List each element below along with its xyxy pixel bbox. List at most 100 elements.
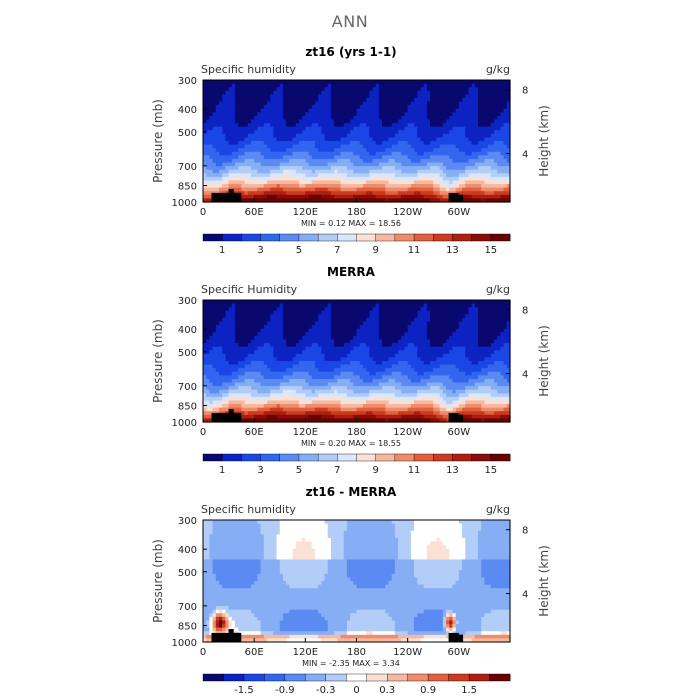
heatmap-cell — [353, 169, 358, 174]
heatmap-cell — [417, 130, 422, 135]
heatmap-cell — [212, 130, 217, 135]
heatmap-cell — [503, 307, 508, 312]
heatmap-cell — [474, 325, 479, 330]
heatmap-cell — [308, 137, 313, 142]
heatmap-cell — [321, 105, 326, 110]
heatmap-cell — [282, 151, 287, 156]
heatmap-cell — [430, 314, 434, 319]
heatmap-cell — [318, 148, 322, 153]
heatmap-cell — [350, 151, 354, 156]
heatmap-cell — [468, 314, 473, 319]
heatmap-cell — [369, 83, 374, 88]
heatmap-cell — [401, 115, 406, 121]
heatmap-cell — [478, 173, 482, 178]
heatmap-cell — [273, 166, 278, 171]
heatmap-cell — [462, 314, 466, 319]
heatmap-cell — [394, 339, 399, 344]
heatmap-cell — [330, 151, 335, 156]
heatmap-cell — [343, 148, 348, 153]
heatmap-cell — [263, 343, 268, 348]
heatmap-cell — [490, 187, 495, 192]
heatmap-cell — [375, 187, 380, 192]
heatmap-cell — [250, 80, 255, 85]
heatmap-cell — [414, 346, 418, 351]
heatmap-cell — [314, 310, 319, 315]
heatmap-cell — [314, 112, 319, 117]
heatmap-cell — [442, 350, 447, 355]
heatmap-cell — [494, 148, 498, 153]
heatmap-cell — [458, 321, 463, 326]
heatmap-cell — [490, 357, 495, 362]
heatmap-cell — [334, 108, 338, 113]
heatmap-cell — [391, 97, 396, 103]
heatmap-cell — [455, 137, 460, 142]
heatmap-cell — [244, 180, 249, 185]
heatmap-cell — [414, 335, 418, 341]
heatmap-cell — [506, 300, 511, 305]
heatmap-cell — [468, 87, 473, 92]
heatmap-cell — [343, 198, 348, 203]
heatmap-cell — [340, 148, 345, 153]
heatmap-cell — [417, 328, 422, 333]
heatmap-cell — [420, 194, 425, 200]
heatmap-cell — [314, 325, 319, 330]
heatmap-cell — [292, 83, 297, 88]
heatmap-cell — [311, 198, 316, 203]
heatmap-cell — [298, 130, 303, 135]
heatmap-cell — [276, 141, 281, 146]
heatmap-cell — [497, 321, 502, 326]
heatmap-cell — [366, 158, 370, 164]
heatmap-cell — [266, 303, 271, 308]
heatmap-cell — [446, 108, 450, 113]
heatmap-cell — [455, 130, 460, 135]
heatmap-cell — [263, 144, 268, 149]
heatmap-cell — [436, 317, 441, 323]
heatmap-cell — [318, 166, 322, 171]
heatmap-cell — [465, 198, 470, 203]
heatmap-cell — [401, 325, 406, 330]
heatmap-cell — [372, 321, 377, 326]
heatmap-cell — [247, 101, 252, 106]
heatmap-cell — [378, 194, 383, 200]
heatmap-cell — [298, 90, 303, 95]
heatmap-cell — [375, 343, 380, 348]
heatmap-cell — [218, 187, 223, 192]
heatmap-cell — [404, 335, 409, 341]
heatmap-cell — [455, 151, 460, 156]
heatmap-cell — [321, 335, 326, 341]
heatmap-cell — [481, 173, 486, 178]
heatmap-cell — [446, 137, 450, 142]
heatmap-cell — [404, 350, 409, 355]
heatmap-cell — [481, 176, 486, 182]
heatmap-cell — [391, 350, 396, 355]
heatmap-cell — [442, 148, 447, 153]
topography-mask — [233, 192, 241, 202]
heatmap-cell — [452, 176, 457, 182]
heatmap-cell — [314, 173, 319, 178]
heatmap-cell — [430, 353, 434, 359]
heatmap-cell — [327, 151, 332, 156]
heatmap-cell — [302, 166, 306, 171]
heatmap-cell — [369, 123, 374, 128]
heatmap-cell — [324, 105, 329, 110]
heatmap-cell — [247, 108, 252, 113]
heatmap-cell — [282, 87, 287, 92]
heatmap-cell — [350, 87, 354, 92]
heatmap-cell — [330, 115, 335, 121]
heatmap-cell — [430, 130, 434, 135]
heatmap-cell — [276, 158, 281, 164]
heatmap-cell — [260, 303, 265, 308]
heatmap-cell — [270, 350, 274, 355]
heatmap-cell — [375, 303, 380, 308]
heatmap-cell — [286, 191, 290, 196]
heatmap-cell — [487, 112, 492, 117]
heatmap-cell — [394, 321, 399, 326]
heatmap-cell — [378, 80, 383, 85]
heatmap-cell — [305, 350, 310, 355]
heatmap-cell — [327, 173, 332, 178]
heatmap-cell — [366, 87, 370, 92]
heatmap-cell — [318, 300, 322, 305]
heatmap-cell — [209, 101, 214, 106]
heatmap-cell — [263, 87, 268, 92]
heatmap-cell — [404, 166, 409, 171]
